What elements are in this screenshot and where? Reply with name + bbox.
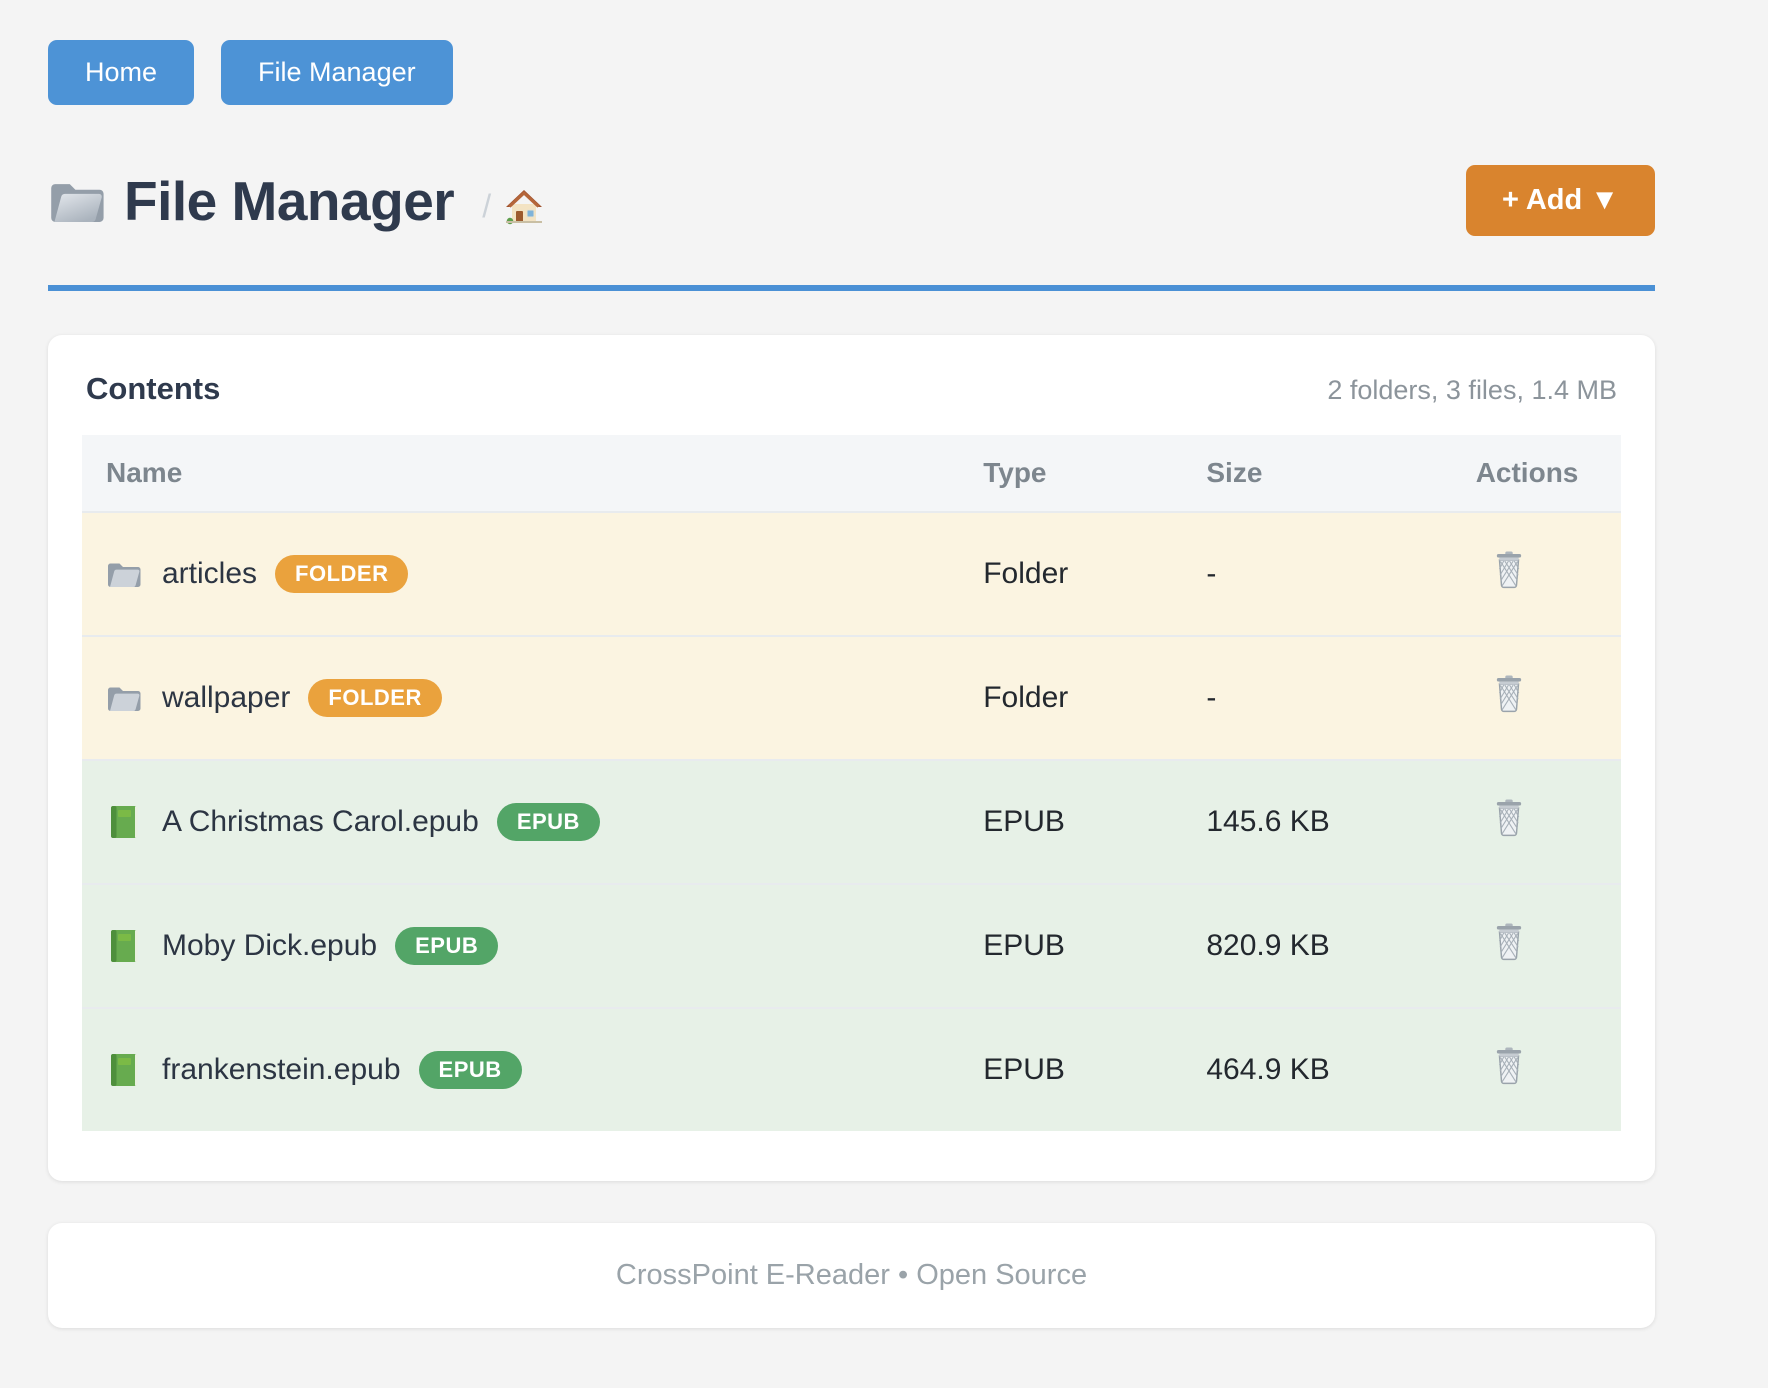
file-table: Name Type Size Actions articles FOLDER F…: [82, 435, 1621, 1131]
house-icon[interactable]: [503, 186, 545, 226]
footer-text: CrossPoint E-Reader • Open Source: [615, 1259, 1088, 1291]
table-row[interactable]: frankenstein.epub EPUB EPUB 464.9 KB: [82, 1008, 1621, 1131]
add-button[interactable]: + Add ▼: [1465, 165, 1655, 236]
folder-icon: [51, 184, 104, 222]
delete-button[interactable]: [1492, 1047, 1526, 1085]
trash-icon: [1496, 923, 1521, 961]
page-header: File Manager / + Add ▼: [48, 165, 1655, 236]
breadcrumb: /: [482, 186, 545, 226]
delete-button[interactable]: [1492, 675, 1526, 713]
type-cell: EPUB: [983, 805, 1065, 838]
file-manager-button[interactable]: File Manager: [221, 40, 453, 105]
table-row[interactable]: articles FOLDER Folder -: [82, 512, 1621, 636]
book-icon: [111, 1054, 138, 1086]
file-name: A Christmas Carol.epub: [162, 805, 479, 838]
size-cell: -: [1206, 681, 1217, 714]
type-cell: EPUB: [983, 929, 1065, 962]
column-header-name: Name: [82, 435, 960, 512]
delete-button[interactable]: [1492, 551, 1526, 589]
table-row[interactable]: wallpaper FOLDER Folder -: [82, 636, 1621, 760]
file-name: frankenstein.epub: [162, 1053, 401, 1086]
trash-icon: [1496, 675, 1521, 713]
table-row[interactable]: Moby Dick.epub EPUB EPUB 820.9 KB: [82, 884, 1621, 1008]
folder-icon: [108, 687, 141, 711]
card-title: Contents: [86, 371, 221, 406]
table-row[interactable]: A Christmas Carol.epub EPUB EPUB 145.6 K…: [82, 760, 1621, 884]
size-cell: 464.9 KB: [1206, 1053, 1330, 1086]
delete-button[interactable]: [1492, 923, 1526, 961]
page-title: File Manager: [124, 170, 455, 232]
title-divider: [48, 285, 1655, 291]
type-badge: EPUB: [395, 927, 499, 965]
book-icon: [111, 806, 138, 838]
type-cell: EPUB: [983, 1053, 1065, 1086]
file-name: Moby Dick.epub: [162, 929, 378, 962]
footer: CrossPoint E-Reader • Open Source: [48, 1223, 1655, 1328]
file-name: wallpaper: [162, 681, 291, 714]
column-header-actions: Actions: [1451, 435, 1621, 512]
size-cell: 145.6 KB: [1206, 805, 1330, 838]
column-header-type: Type: [959, 435, 1183, 512]
size-cell: 820.9 KB: [1206, 929, 1330, 962]
trash-icon: [1496, 1047, 1521, 1085]
folder-icon: [108, 563, 141, 587]
top-nav: Home File Manager: [48, 40, 1655, 105]
delete-button[interactable]: [1492, 799, 1526, 837]
type-badge: FOLDER: [308, 679, 442, 717]
column-header-size: Size: [1182, 435, 1452, 512]
size-cell: -: [1206, 557, 1217, 590]
file-name: articles: [162, 557, 258, 590]
type-badge: EPUB: [418, 1051, 522, 1089]
contents-card: Contents 2 folders, 3 files, 1.4 MB Name…: [48, 335, 1655, 1181]
type-cell: Folder: [983, 681, 1069, 714]
table-body: articles FOLDER Folder -: [82, 512, 1621, 1131]
type-cell: Folder: [983, 557, 1069, 590]
breadcrumb-separator: /: [482, 187, 492, 224]
type-badge: FOLDER: [275, 555, 409, 593]
contents-summary: 2 folders, 3 files, 1.4 MB: [1327, 375, 1617, 405]
trash-icon: [1496, 799, 1521, 837]
table-header-row: Name Type Size Actions: [82, 435, 1621, 512]
trash-icon: [1496, 551, 1521, 589]
type-badge: EPUB: [496, 803, 600, 841]
book-icon: [111, 930, 138, 962]
home-button[interactable]: Home: [48, 40, 195, 105]
